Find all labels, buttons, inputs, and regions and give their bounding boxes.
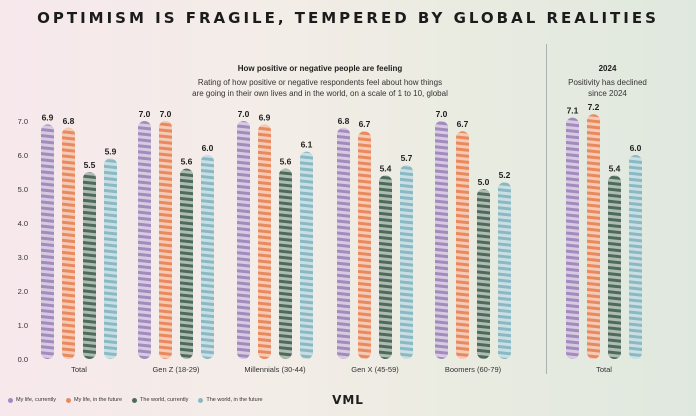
side-chart-heading: 2024: [598, 64, 617, 73]
bar-texture: [180, 168, 193, 359]
data-label: 7.0: [160, 109, 172, 119]
legend-label: The world, in the future: [206, 397, 263, 403]
main-chart-heading: How positive or negative people are feel…: [237, 64, 403, 73]
bar-texture: [62, 127, 75, 359]
bar-texture: [337, 127, 350, 359]
data-label: 5.9: [105, 146, 117, 156]
bar-texture: [258, 124, 271, 360]
bar-texture: [41, 124, 54, 360]
data-label: 5.4: [609, 163, 621, 173]
y-tick-label: 0.0: [18, 355, 28, 364]
data-label: 5.4: [380, 163, 392, 173]
side-chart-description: Positivity has declined since 2024: [555, 77, 660, 99]
data-label: 6.8: [63, 116, 75, 126]
bar-texture: [237, 121, 250, 359]
category-label: Boomers (60-79): [445, 365, 502, 374]
legend-item: The world, in the future: [198, 397, 263, 403]
main-chart-description-line-1: Rating of how positive or negative respo…: [197, 78, 443, 87]
bar-texture: [608, 175, 621, 359]
y-tick-label: 2.0: [18, 287, 28, 296]
main-chart-header: How positive or negative people are feel…: [120, 64, 520, 99]
legend-item: My life, currently: [8, 397, 56, 403]
data-label: 5.2: [499, 170, 511, 180]
data-label: 7.2: [588, 102, 600, 112]
bar-texture: [300, 151, 313, 359]
legend-label: The world, currently: [140, 397, 189, 403]
data-label: 7.0: [139, 109, 151, 119]
bar-texture: [104, 158, 117, 359]
data-label: 6.9: [259, 112, 271, 122]
panel-divider: [546, 44, 547, 374]
bar-texture: [201, 155, 214, 359]
main-chart-description: Rating of how positive or negative respo…: [120, 77, 520, 99]
data-label: 6.1: [301, 140, 313, 150]
data-label: 5.6: [181, 157, 193, 167]
bar-texture: [159, 121, 172, 359]
bar-texture: [587, 114, 600, 359]
data-label: 7.1: [567, 106, 579, 116]
data-label: 6.9: [42, 112, 54, 122]
category-label: Millennials (30-44): [244, 365, 306, 374]
bar-texture: [435, 121, 448, 359]
category-label: Total: [71, 365, 87, 374]
data-label: 6.7: [359, 119, 371, 129]
y-tick-label: 5.0: [18, 185, 28, 194]
data-label: 7.0: [238, 109, 250, 119]
bar-texture: [400, 165, 413, 359]
legend-item: The world, currently: [132, 397, 188, 403]
legend-swatch: [132, 397, 138, 403]
data-label: 6.8: [338, 116, 350, 126]
data-label: 5.5: [84, 160, 96, 170]
bar-texture: [566, 117, 579, 359]
data-label: 6.7: [457, 119, 469, 129]
category-label: Total: [596, 365, 612, 374]
data-label: 5.6: [280, 157, 292, 167]
bar-texture: [138, 121, 151, 359]
y-tick-label: 4.0: [18, 219, 28, 228]
legend-label: My life, in the future: [74, 397, 123, 403]
bar-texture: [456, 131, 469, 359]
bar-texture: [279, 168, 292, 359]
bar-texture: [379, 175, 392, 359]
data-label: 5.0: [478, 177, 490, 187]
legend: My life, currently My life, in the futur…: [8, 397, 263, 403]
legend-swatch: [8, 397, 13, 403]
data-label: 7.0: [436, 109, 448, 119]
bar-texture: [83, 172, 96, 359]
side-chart-description-line-1: Positivity has declined: [568, 78, 647, 87]
brand-logo: VML: [332, 393, 364, 407]
legend-label: My life, currently: [16, 397, 57, 403]
chart-title: OPTIMISM IS FRAGILE, TEMPERED BY GLOBAL …: [37, 9, 659, 27]
main-chart-description-line-2: are going in their own lives and in the …: [192, 89, 448, 98]
bar-texture: [358, 131, 371, 359]
bar-texture: [477, 189, 490, 359]
category-label: Gen X (45-59): [351, 365, 399, 374]
y-tick-label: 1.0: [18, 321, 28, 330]
category-label: Gen Z (18-29): [152, 365, 200, 374]
legend-swatch: [198, 397, 204, 403]
bar-texture: [498, 182, 511, 359]
data-label: 6.0: [202, 143, 214, 153]
y-tick-label: 3.0: [18, 253, 28, 262]
y-tick-label: 6.0: [18, 151, 28, 160]
data-label: 5.7: [401, 153, 413, 163]
data-label: 6.0: [630, 143, 642, 153]
side-chart-header: 2024 Positivity has declined since 2024: [555, 64, 660, 99]
side-chart-description-line-2: since 2024: [588, 89, 627, 98]
legend-item: My life, in the future: [66, 397, 122, 403]
bar-texture: [629, 155, 642, 359]
legend-swatch: [66, 397, 72, 403]
y-tick-label: 7.0: [18, 117, 28, 126]
